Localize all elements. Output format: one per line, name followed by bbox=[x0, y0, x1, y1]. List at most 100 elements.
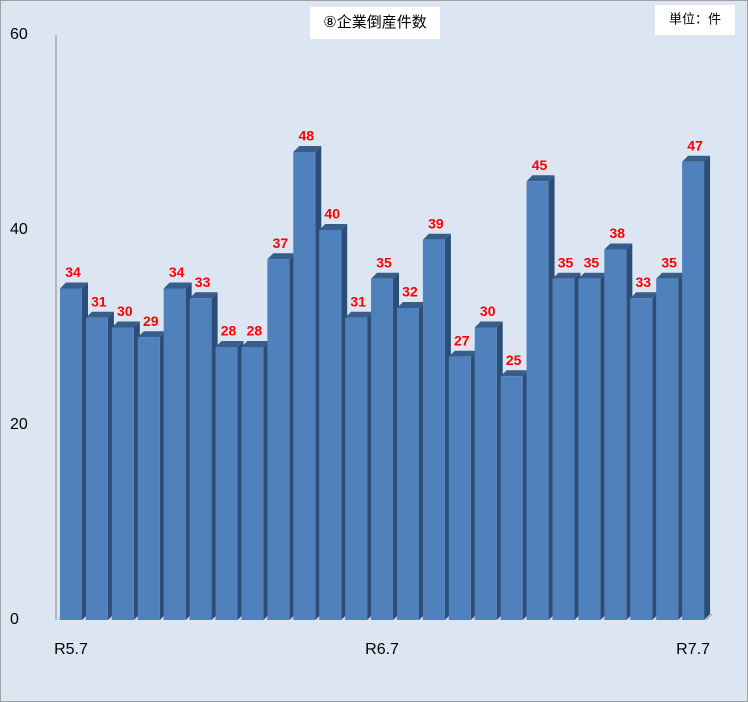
bar-front bbox=[604, 249, 627, 620]
bar-top bbox=[396, 302, 425, 308]
bar bbox=[319, 224, 348, 620]
bar-top bbox=[448, 350, 477, 357]
value-label: 39 bbox=[428, 215, 444, 231]
bar-top bbox=[85, 311, 114, 318]
value-label: 34 bbox=[65, 264, 81, 280]
y-tick-label: 60 bbox=[10, 26, 28, 43]
value-label: 33 bbox=[635, 274, 651, 290]
bar bbox=[241, 341, 270, 620]
value-label: 48 bbox=[298, 128, 314, 144]
bar-front bbox=[578, 278, 601, 620]
bar bbox=[682, 155, 711, 620]
bar-front bbox=[137, 337, 160, 620]
unit-box bbox=[655, 5, 735, 35]
bar-front bbox=[552, 278, 575, 620]
x-tick-label: R5.7 bbox=[54, 641, 88, 658]
bar-front bbox=[215, 347, 238, 620]
bar-front bbox=[422, 239, 445, 620]
bar bbox=[163, 282, 192, 620]
bar-front bbox=[448, 356, 471, 620]
bar-front bbox=[111, 327, 134, 620]
bar-front bbox=[85, 317, 108, 620]
value-label: 47 bbox=[687, 137, 703, 153]
bar bbox=[578, 272, 607, 620]
bar bbox=[85, 311, 114, 620]
chart-title: ⑧企業倒産件数 bbox=[323, 13, 426, 31]
bar-top bbox=[500, 370, 529, 377]
bar bbox=[500, 370, 529, 620]
bar bbox=[267, 253, 296, 620]
bar-front bbox=[474, 327, 497, 620]
bar bbox=[422, 233, 451, 620]
bar-front bbox=[526, 181, 549, 620]
bar-front bbox=[500, 376, 523, 620]
value-label: 34 bbox=[169, 264, 185, 280]
bar bbox=[345, 311, 374, 620]
bar-top bbox=[656, 272, 685, 279]
value-label: 37 bbox=[273, 235, 289, 251]
bar-top bbox=[163, 282, 192, 289]
bar-front bbox=[345, 317, 368, 620]
value-label: 45 bbox=[532, 157, 548, 173]
bar-top bbox=[293, 146, 322, 152]
bar bbox=[189, 292, 218, 620]
bar-top bbox=[345, 311, 374, 318]
x-tick-label: R6.7 bbox=[365, 641, 399, 658]
value-label: 31 bbox=[350, 293, 366, 309]
value-label: 30 bbox=[117, 303, 133, 319]
bar-top bbox=[215, 341, 244, 347]
bar bbox=[448, 350, 477, 620]
unit-note: 単位：件 bbox=[669, 11, 721, 26]
bar-top bbox=[60, 282, 88, 289]
bar-top bbox=[111, 321, 140, 328]
y-tick-label: 40 bbox=[10, 221, 28, 238]
value-label: 27 bbox=[454, 332, 470, 348]
y-tick-label: 20 bbox=[10, 416, 28, 433]
x-tick-label: R7.7 bbox=[676, 641, 710, 658]
bar-front bbox=[682, 161, 705, 620]
bar bbox=[656, 272, 685, 620]
value-label: 28 bbox=[221, 323, 237, 339]
value-label: 25 bbox=[506, 352, 522, 368]
bar bbox=[474, 321, 503, 620]
value-label: 30 bbox=[480, 303, 496, 319]
bar-front bbox=[293, 152, 316, 620]
value-label: 35 bbox=[661, 254, 677, 270]
bar bbox=[396, 302, 425, 620]
bar-front bbox=[60, 288, 82, 620]
bar-top bbox=[241, 341, 270, 347]
bar-front bbox=[241, 347, 264, 620]
bar bbox=[630, 292, 659, 620]
bar-top bbox=[578, 272, 607, 279]
y-tick-label: 0 bbox=[10, 611, 19, 628]
bar bbox=[526, 175, 555, 620]
bar-top bbox=[682, 155, 711, 162]
bar-front bbox=[630, 298, 653, 620]
bar-front bbox=[267, 259, 290, 620]
bar-front bbox=[396, 308, 419, 620]
bar-front bbox=[371, 278, 394, 620]
bar bbox=[293, 146, 322, 620]
bar-top bbox=[552, 272, 581, 279]
value-label: 35 bbox=[558, 254, 574, 270]
bar bbox=[604, 243, 633, 620]
bar-top bbox=[422, 233, 451, 240]
bar-top bbox=[630, 292, 659, 299]
value-label: 32 bbox=[402, 284, 418, 300]
bar-top bbox=[189, 292, 218, 299]
bar-top bbox=[267, 253, 296, 260]
bar-top bbox=[526, 175, 555, 182]
bar-top bbox=[137, 331, 166, 338]
floor-edge bbox=[705, 613, 713, 621]
value-label: 40 bbox=[324, 206, 340, 222]
bar bbox=[215, 341, 244, 620]
bar bbox=[60, 282, 88, 620]
value-label: 29 bbox=[143, 313, 159, 329]
value-label: 31 bbox=[91, 293, 107, 309]
value-label: 38 bbox=[610, 225, 626, 241]
bar-top bbox=[371, 272, 400, 279]
value-label: 35 bbox=[376, 254, 392, 270]
bar-front bbox=[319, 230, 342, 620]
bar bbox=[552, 272, 581, 620]
